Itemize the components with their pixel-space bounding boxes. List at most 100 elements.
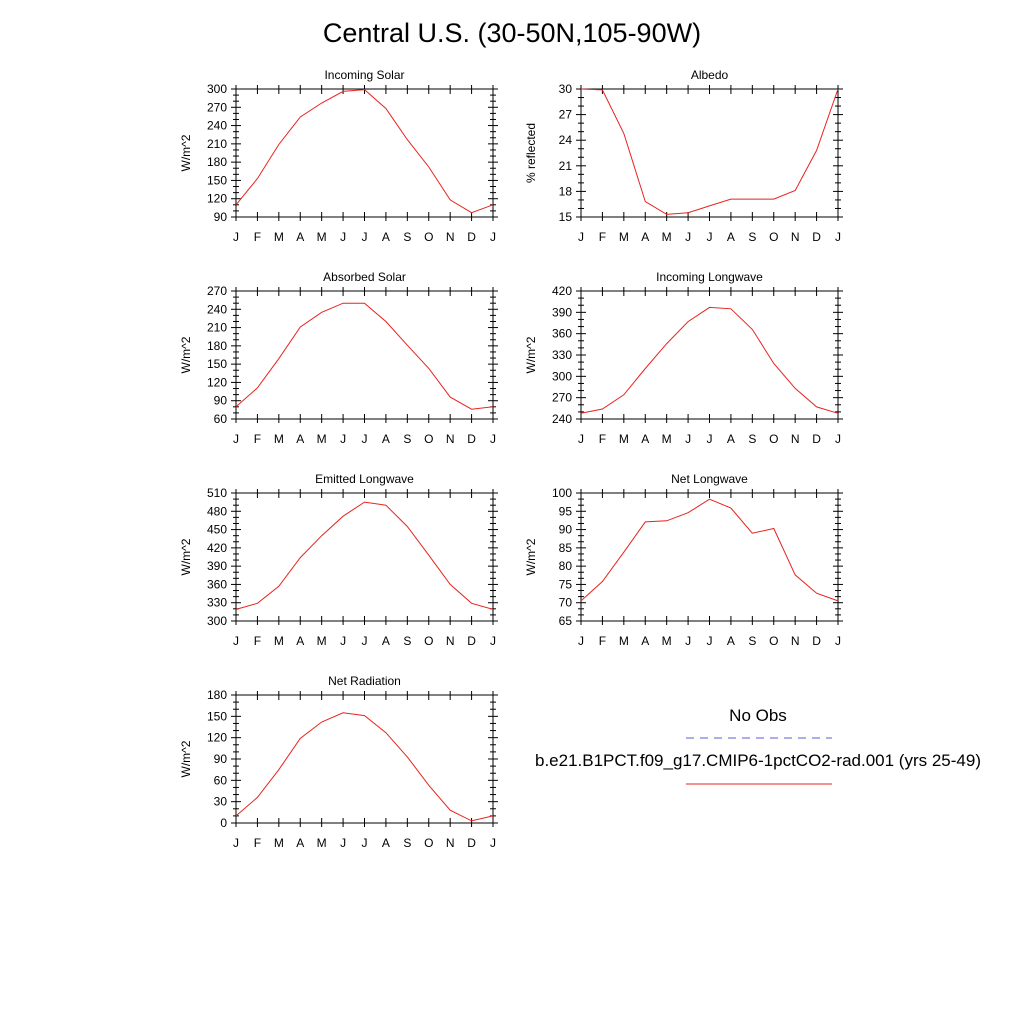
x-tick-label: S bbox=[748, 634, 756, 648]
y-tick-label: 330 bbox=[552, 348, 572, 362]
y-tick-label: 240 bbox=[207, 119, 227, 133]
x-tick-label: A bbox=[382, 836, 390, 850]
y-tick-label: 240 bbox=[207, 302, 227, 316]
legend-obs-label: No Obs bbox=[729, 706, 787, 725]
y-tick-label: 450 bbox=[207, 523, 227, 537]
x-tick-label: D bbox=[812, 634, 821, 648]
y-tick-label: 30 bbox=[214, 795, 228, 809]
y-tick-label: 75 bbox=[559, 577, 573, 591]
x-tick-label: O bbox=[769, 230, 778, 244]
y-tick-label: 300 bbox=[207, 82, 227, 96]
x-tick-label: J bbox=[835, 432, 841, 446]
y-tick-label: 420 bbox=[552, 284, 572, 298]
x-tick-label: J bbox=[362, 230, 368, 244]
x-tick-label: J bbox=[707, 432, 713, 446]
y-tick-label: 300 bbox=[552, 369, 572, 383]
series-line bbox=[235, 501, 494, 610]
y-tick-label: 30 bbox=[559, 82, 573, 96]
x-tick-label: M bbox=[662, 230, 672, 244]
x-tick-label: S bbox=[403, 836, 411, 850]
x-tick-label: J bbox=[233, 432, 239, 446]
y-tick-label: 90 bbox=[214, 210, 228, 224]
x-tick-label: J bbox=[578, 634, 584, 648]
x-tick-label: M bbox=[619, 634, 629, 648]
x-tick-label: J bbox=[362, 634, 368, 648]
y-tick-label: 60 bbox=[214, 773, 228, 787]
y-tick-label: 180 bbox=[207, 155, 227, 169]
x-tick-label: J bbox=[490, 836, 496, 850]
x-tick-label: N bbox=[446, 432, 455, 446]
y-tick-label: 18 bbox=[559, 184, 573, 198]
x-tick-label: J bbox=[340, 432, 346, 446]
page-title: Central U.S. (30-50N,105-90W) bbox=[322, 18, 702, 48]
y-tick-label: 15 bbox=[559, 210, 573, 224]
x-tick-label: A bbox=[641, 634, 649, 648]
y-tick-label: 360 bbox=[207, 577, 227, 591]
y-axis-label: W/m^2 bbox=[524, 538, 538, 575]
x-tick-label: F bbox=[599, 432, 606, 446]
y-tick-label: 510 bbox=[207, 486, 227, 500]
x-tick-label: J bbox=[340, 230, 346, 244]
y-tick-label: 24 bbox=[559, 133, 573, 147]
plot-frame bbox=[235, 88, 494, 218]
x-tick-label: S bbox=[403, 634, 411, 648]
x-tick-label: J bbox=[685, 634, 691, 648]
x-tick-label: M bbox=[619, 230, 629, 244]
x-tick-label: J bbox=[340, 634, 346, 648]
x-tick-label: M bbox=[274, 836, 284, 850]
x-tick-label: M bbox=[662, 432, 672, 446]
y-tick-label: 390 bbox=[207, 559, 227, 573]
series-line bbox=[235, 89, 494, 214]
x-tick-label: J bbox=[707, 634, 713, 648]
plot-frame bbox=[235, 694, 494, 824]
plot-frame bbox=[580, 492, 839, 622]
x-tick-label: A bbox=[296, 634, 304, 648]
x-tick-label: A bbox=[296, 230, 304, 244]
y-tick-label: 330 bbox=[207, 596, 227, 610]
x-tick-label: S bbox=[748, 230, 756, 244]
y-tick-label: 70 bbox=[559, 596, 573, 610]
y-tick-label: 210 bbox=[207, 321, 227, 335]
x-tick-label: N bbox=[791, 634, 800, 648]
y-tick-label: 210 bbox=[207, 137, 227, 151]
y-axis-label: W/m^2 bbox=[179, 538, 193, 575]
plot-frame bbox=[580, 88, 839, 218]
x-tick-label: F bbox=[254, 432, 261, 446]
x-tick-label: D bbox=[812, 230, 821, 244]
x-tick-label: J bbox=[685, 230, 691, 244]
x-tick-label: D bbox=[467, 634, 476, 648]
x-tick-label: F bbox=[599, 230, 606, 244]
x-tick-label: M bbox=[317, 230, 327, 244]
panel-title: Absorbed Solar bbox=[323, 270, 406, 284]
y-tick-label: 270 bbox=[207, 100, 227, 114]
x-tick-label: J bbox=[707, 230, 713, 244]
x-tick-label: M bbox=[317, 432, 327, 446]
series-line bbox=[580, 498, 839, 602]
x-tick-label: A bbox=[296, 836, 304, 850]
x-tick-label: O bbox=[424, 432, 433, 446]
x-tick-label: O bbox=[769, 634, 778, 648]
x-tick-label: N bbox=[446, 634, 455, 648]
x-tick-label: F bbox=[254, 634, 261, 648]
x-tick-label: J bbox=[490, 432, 496, 446]
x-tick-label: D bbox=[467, 230, 476, 244]
y-axis-label: W/m^2 bbox=[179, 740, 193, 777]
x-tick-label: F bbox=[254, 230, 261, 244]
x-tick-label: A bbox=[727, 634, 735, 648]
y-tick-label: 150 bbox=[207, 357, 227, 371]
y-tick-label: 27 bbox=[559, 108, 573, 122]
x-tick-label: A bbox=[641, 230, 649, 244]
y-axis-label: W/m^2 bbox=[179, 336, 193, 373]
x-tick-label: J bbox=[340, 836, 346, 850]
y-tick-label: 21 bbox=[559, 159, 573, 173]
x-tick-label: J bbox=[685, 432, 691, 446]
panel-title: Incoming Longwave bbox=[656, 270, 763, 284]
panel-title: Incoming Solar bbox=[324, 68, 404, 82]
x-tick-label: J bbox=[835, 230, 841, 244]
x-tick-label: S bbox=[403, 230, 411, 244]
